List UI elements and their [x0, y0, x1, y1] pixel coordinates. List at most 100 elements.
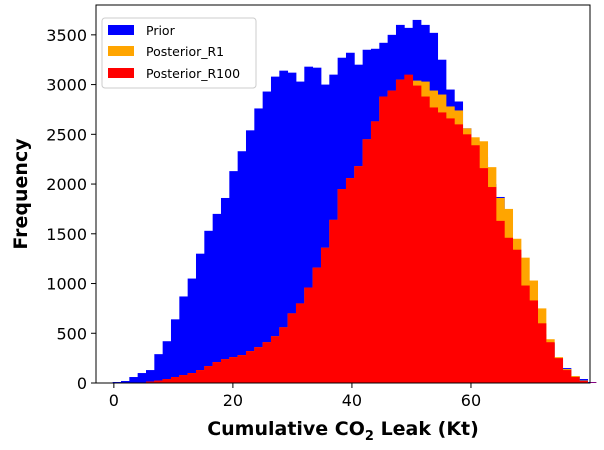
histogram-bar	[229, 171, 239, 383]
histogram-bar	[420, 96, 430, 384]
x-axis-label-subscript: 2	[365, 429, 374, 444]
histogram-bar	[512, 249, 522, 383]
histogram-bar	[529, 300, 539, 383]
histogram-bar	[570, 377, 580, 383]
x-axis-label-main: Cumulative CO	[207, 418, 365, 440]
histogram-bar	[445, 118, 455, 384]
legend-swatch-prior	[108, 25, 134, 35]
histogram-bar	[154, 380, 164, 383]
histogram-bar	[495, 220, 505, 383]
histogram-bar	[370, 121, 380, 383]
histogram-bar	[179, 296, 189, 383]
legend-swatch-posterior-r1	[108, 46, 134, 56]
histogram-bar	[287, 72, 297, 383]
histogram-bar	[187, 278, 197, 383]
histogram-bar	[479, 168, 489, 383]
histogram-bar	[245, 351, 255, 383]
histogram-bar	[270, 336, 280, 383]
legend-label-prior: Prior	[146, 23, 176, 38]
y-tick-label: 2500	[46, 125, 87, 144]
histogram-bar	[295, 303, 305, 383]
histogram-bar	[545, 342, 555, 383]
legend: Prior Posterior_R1 Posterior_R100	[101, 17, 257, 89]
histogram-bar	[187, 373, 197, 383]
histogram-bar	[312, 267, 322, 383]
histogram-bar	[245, 130, 255, 383]
histogram-bar	[520, 285, 530, 383]
histogram-bar	[262, 91, 272, 383]
series-posterior-r100	[137, 74, 597, 384]
histogram-bar	[320, 84, 330, 383]
histogram-bar	[229, 357, 239, 383]
histogram-bar	[121, 381, 130, 383]
histogram-bar	[162, 341, 172, 383]
x-tick-label: 0	[109, 391, 119, 410]
legend-entry-posterior-r1: Posterior_R1	[108, 44, 224, 59]
histogram-bar	[279, 327, 289, 383]
histogram-bar	[237, 355, 247, 383]
histogram-bar	[254, 108, 264, 383]
histogram-bar	[354, 166, 364, 383]
x-tick-label: 20	[223, 391, 243, 410]
legend-entry-prior: Prior	[108, 23, 176, 38]
histogram-bar	[195, 253, 205, 383]
y-axis-label: Frequency	[10, 138, 32, 250]
histogram-bar	[337, 189, 347, 383]
histogram-bar	[295, 81, 305, 383]
histogram-bar	[537, 323, 547, 383]
legend-label-posterior-r1: Posterior_R1	[146, 44, 224, 59]
x-axis-label: Cumulative CO2 Leak (Kt)	[207, 418, 479, 444]
histogram-bar	[279, 70, 289, 384]
legend-box	[101, 17, 257, 89]
histogram-bar	[412, 85, 422, 383]
y-axis: 0 500 1000 1500 2000 2500 3000 3500	[46, 26, 96, 393]
histogram-bar	[162, 379, 172, 383]
histogram-bar	[579, 381, 589, 383]
histogram-bar	[179, 375, 189, 383]
histogram-bar	[429, 107, 439, 384]
y-tick-label: 3000	[46, 76, 87, 95]
histogram-bar	[587, 382, 597, 383]
histogram-bar	[254, 347, 264, 383]
histogram-bar	[554, 358, 564, 383]
histogram-bar	[504, 237, 514, 383]
x-axis-label-suffix: Leak (Kt)	[374, 418, 479, 440]
histogram-bar	[212, 362, 222, 383]
histogram-bar	[270, 76, 280, 384]
histogram-bar	[304, 66, 314, 384]
histogram-bar	[320, 247, 330, 383]
histogram-bar	[470, 145, 480, 383]
histogram-bar	[204, 230, 214, 383]
y-tick-label: 1500	[46, 225, 87, 244]
histogram-bar	[379, 96, 389, 384]
histogram-bar	[304, 287, 314, 383]
histogram-bar	[237, 151, 247, 383]
histogram-bar	[462, 134, 472, 383]
histogram-bar	[437, 112, 447, 384]
x-tick-label: 60	[461, 391, 481, 410]
histogram-bar	[146, 370, 155, 383]
y-tick-label: 0	[77, 374, 87, 393]
histogram-bar	[170, 377, 180, 383]
legend-entry-posterior-r100: Posterior_R100	[108, 66, 240, 81]
histogram-bar	[137, 373, 147, 383]
histogram-bar	[454, 124, 464, 384]
histogram-bar	[312, 67, 322, 384]
x-axis: 0 20 40 60	[109, 383, 481, 410]
histogram-bar	[362, 139, 372, 383]
histogram-bar	[220, 197, 230, 383]
bars-layer	[112, 19, 597, 384]
histogram-bar	[329, 219, 339, 383]
histogram-bar	[262, 342, 272, 383]
histogram-bar	[146, 381, 155, 383]
histogram-bar	[154, 354, 164, 383]
legend-label-posterior-r100: Posterior_R100	[146, 66, 240, 81]
histogram-bar	[345, 178, 355, 383]
plot-frame	[95, 4, 591, 384]
y-tick-label: 2000	[46, 175, 87, 194]
histogram-bar	[387, 90, 397, 384]
histogram-bar	[487, 187, 497, 383]
histogram-bar	[129, 377, 139, 383]
legend-swatch-posterior-r100	[108, 68, 134, 78]
